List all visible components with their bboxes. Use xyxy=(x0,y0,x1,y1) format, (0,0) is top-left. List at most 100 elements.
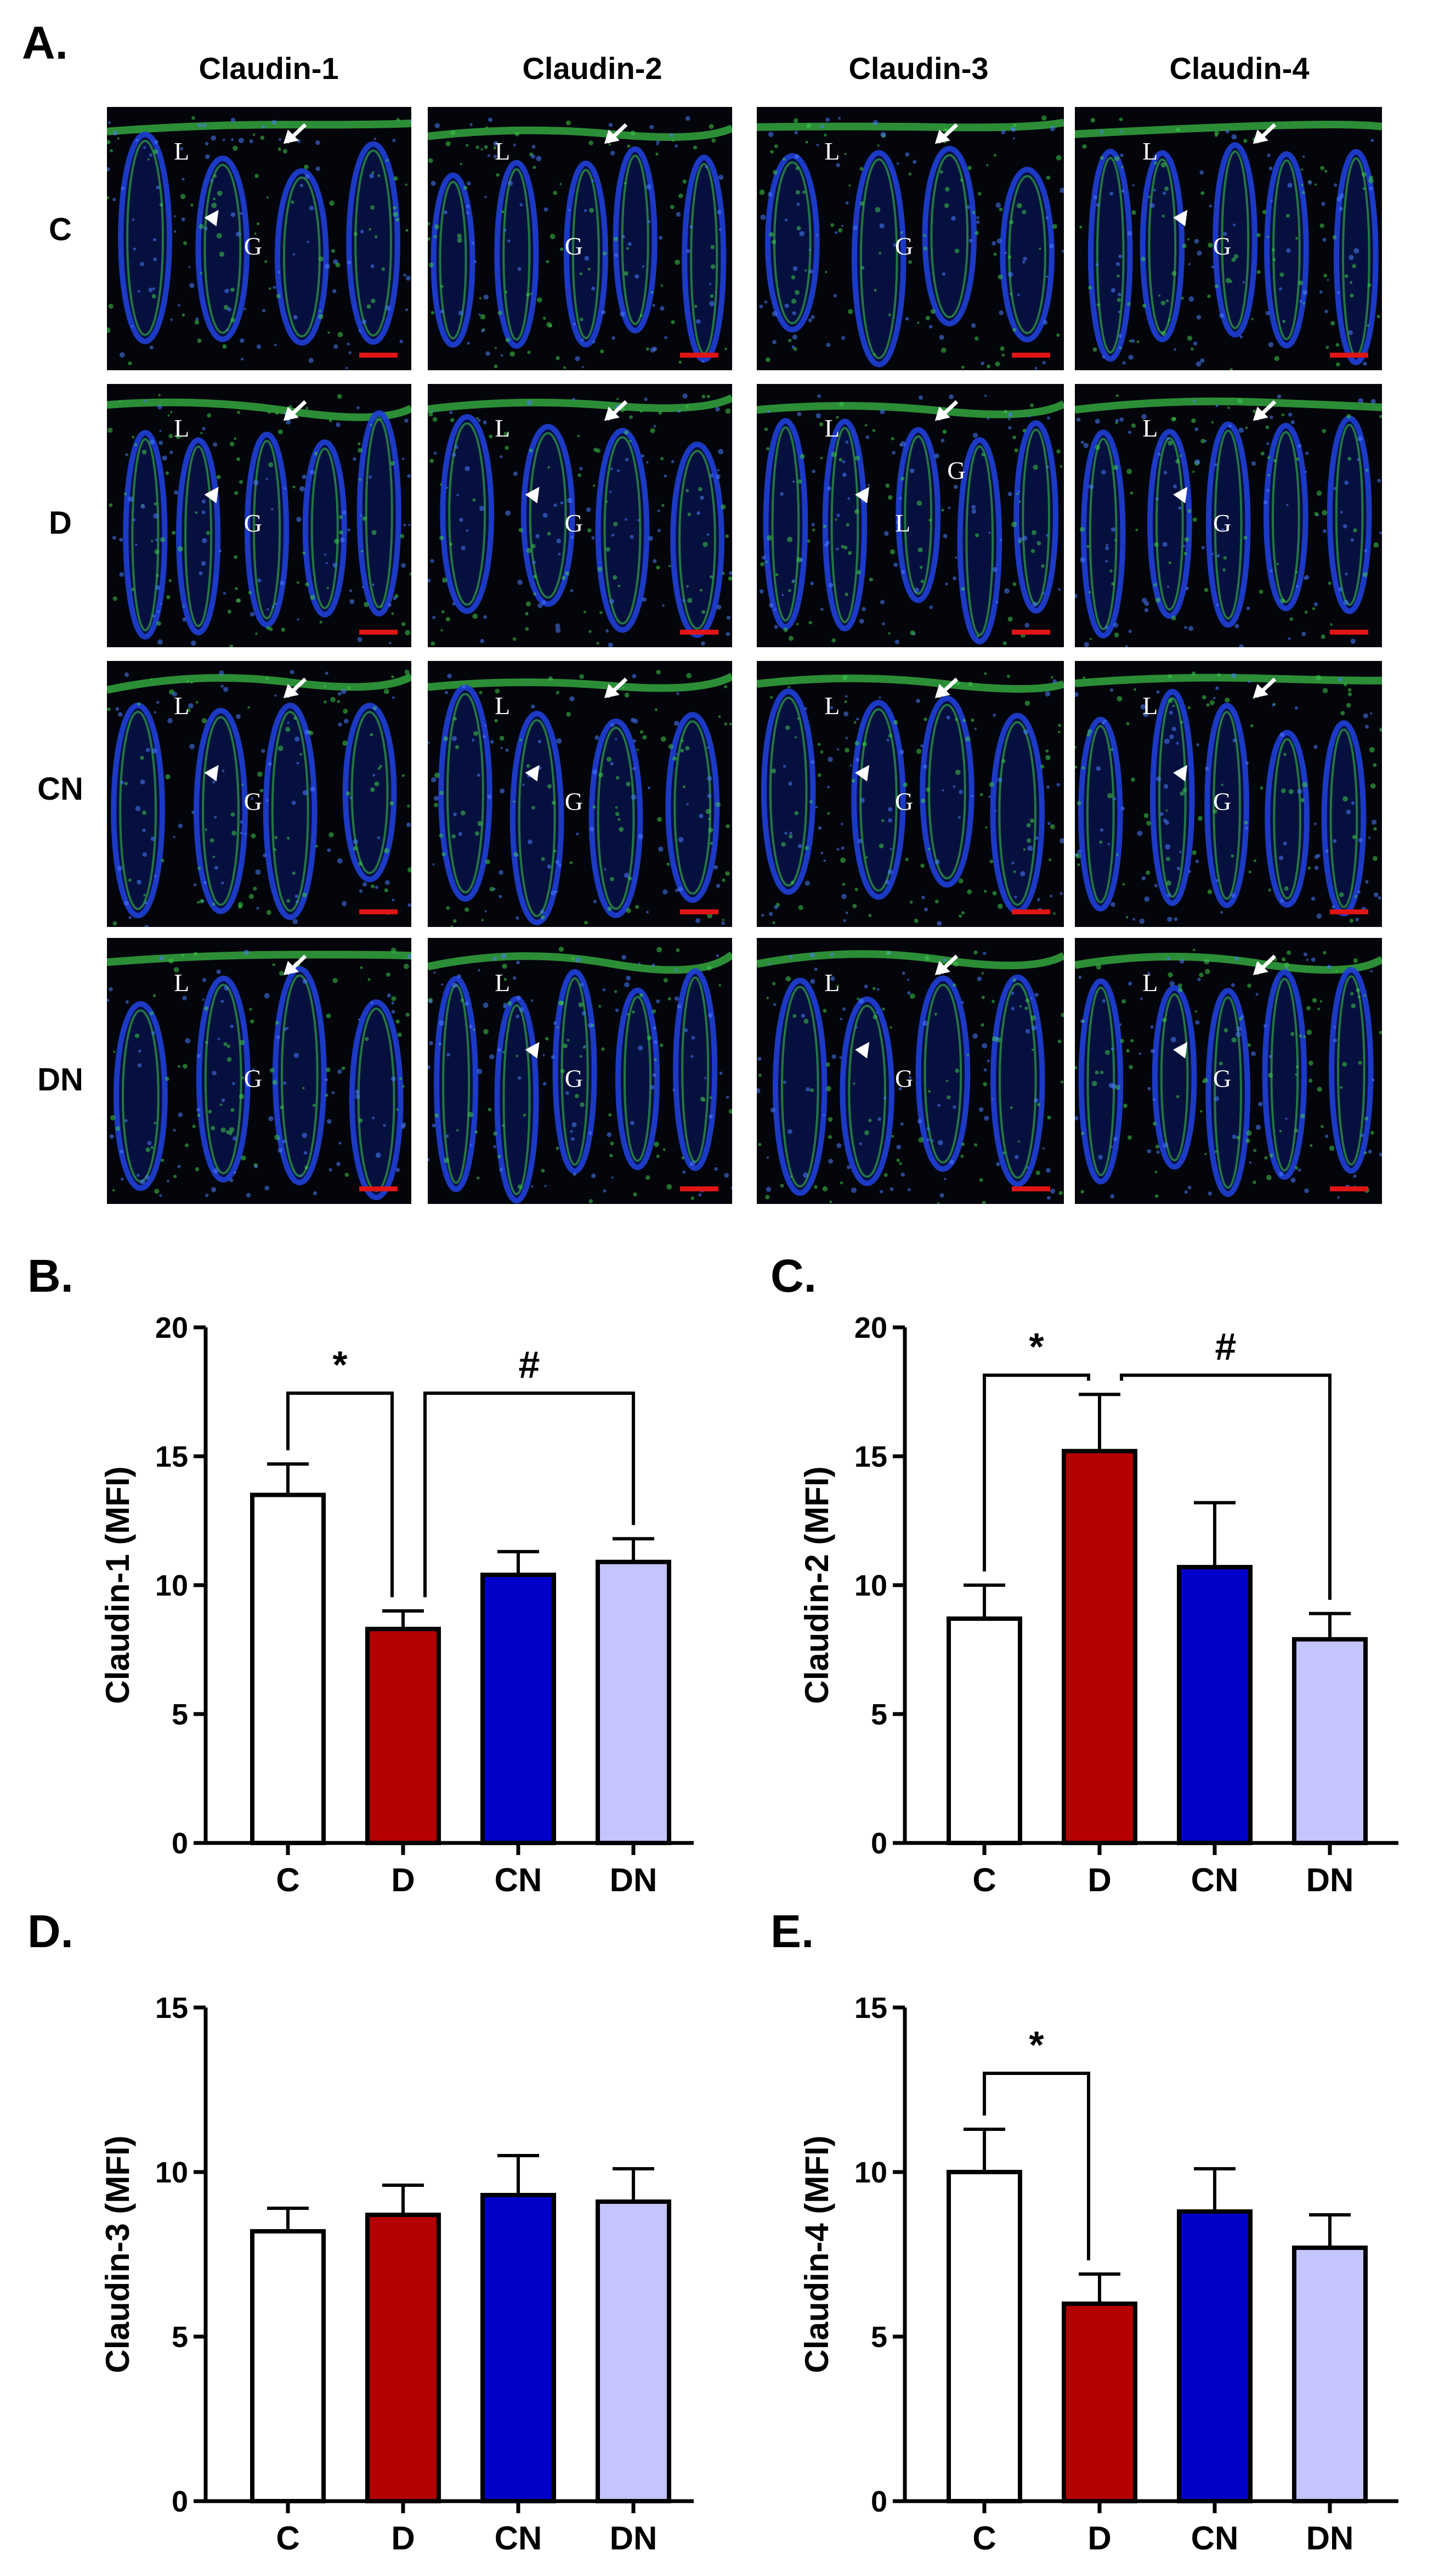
fluorescence-speck xyxy=(1191,418,1196,423)
fluorescence-speck xyxy=(1222,231,1227,236)
fluorescence-speck xyxy=(478,313,481,316)
fluorescence-speck xyxy=(944,203,949,208)
fluorescence-speck xyxy=(1113,797,1117,801)
fluorescence-speck xyxy=(528,839,532,845)
fluorescence-speck xyxy=(587,268,591,271)
fluorescence-speck xyxy=(1335,343,1340,347)
fluorescence-speck xyxy=(1171,615,1176,621)
fluorescence-speck xyxy=(796,202,800,206)
fluorescence-speck xyxy=(891,1135,894,1138)
fluorescence-speck xyxy=(1150,1049,1155,1054)
fluorescence-speck xyxy=(828,1158,834,1164)
fluorescence-speck xyxy=(847,497,850,500)
fluorescence-speck xyxy=(1295,1073,1298,1076)
fluorescence-speck xyxy=(1231,257,1236,262)
fluorescence-speck xyxy=(1323,951,1327,955)
tissue-letter-label: G xyxy=(1213,1065,1231,1093)
fluorescence-speck xyxy=(899,443,903,447)
fluorescence-speck xyxy=(220,999,224,1003)
fluorescence-speck xyxy=(341,901,347,907)
fluorescence-speck xyxy=(254,232,257,235)
fluorescence-speck xyxy=(613,522,618,527)
fluorescence-speck xyxy=(664,474,667,478)
fluorescence-speck xyxy=(601,310,606,315)
fluorescence-speck xyxy=(429,459,434,463)
fluorescence-speck xyxy=(789,954,793,959)
fluorescence-speck xyxy=(1154,884,1158,887)
fluorescence-speck xyxy=(999,207,1003,212)
fluorescence-speck xyxy=(624,873,630,878)
fluorescence-speck xyxy=(1302,302,1305,305)
panel-a-label: A. xyxy=(22,17,68,69)
fluorescence-speck xyxy=(202,977,207,982)
fluorescence-speck xyxy=(494,364,498,369)
fluorescence-speck xyxy=(781,593,784,597)
fluorescence-speck xyxy=(223,592,226,595)
fluorescence-speck xyxy=(1129,1065,1134,1070)
fluorescence-speck xyxy=(324,263,330,269)
fluorescence-speck xyxy=(1056,783,1060,787)
fluorescence-speck xyxy=(1245,426,1248,429)
epithelium-band xyxy=(107,951,411,966)
fluorescence-speck xyxy=(888,313,891,316)
fluorescence-speck xyxy=(1371,819,1377,825)
scale-bar xyxy=(1330,1186,1368,1191)
fluorescence-speck xyxy=(1317,1087,1322,1092)
gland-crypt xyxy=(356,410,401,617)
fluorescence-speck xyxy=(845,748,849,753)
fluorescence-speck xyxy=(526,292,530,297)
fluorescence-speck xyxy=(862,742,868,747)
fluorescence-speck xyxy=(1130,491,1134,495)
fluorescence-speck xyxy=(286,899,291,903)
fluorescence-speck xyxy=(883,531,889,536)
fluorescence-speck xyxy=(862,607,866,612)
epithelium-band xyxy=(757,118,1064,132)
fluorescence-speck xyxy=(914,587,920,593)
fluorescence-speck xyxy=(1100,828,1104,832)
fluorescence-speck xyxy=(271,120,277,125)
fluorescence-speck xyxy=(1121,999,1126,1004)
fluorescence-speck xyxy=(823,1114,825,1117)
fluorescence-speck xyxy=(876,1011,879,1014)
fluorescence-speck xyxy=(591,1023,594,1027)
fluorescence-speck xyxy=(1024,1006,1028,1010)
fluorescence-speck xyxy=(1046,176,1051,180)
fluorescence-speck xyxy=(513,800,515,803)
fluorescence-speck xyxy=(277,147,281,151)
fluorescence-speck xyxy=(246,1192,251,1198)
fluorescence-speck xyxy=(220,685,224,688)
fluorescence-speck xyxy=(1120,130,1123,133)
fluorescence-speck xyxy=(890,549,896,555)
fluorescence-speck xyxy=(1168,319,1170,322)
fluorescence-speck xyxy=(530,999,534,1002)
fluorescence-speck xyxy=(1338,587,1343,592)
fluorescence-speck xyxy=(143,146,146,149)
fluorescence-speck xyxy=(841,336,846,340)
fluorescence-speck xyxy=(1182,788,1187,793)
fluorescence-speck xyxy=(1191,347,1194,351)
tissue-letter-label: L xyxy=(495,137,510,165)
fluorescence-speck xyxy=(985,826,988,829)
fluorescence-speck xyxy=(700,641,705,646)
fluorescence-speck xyxy=(1127,302,1131,306)
fluorescence-speck xyxy=(1334,183,1338,187)
tissue-letter-label: G xyxy=(244,232,262,260)
fluorescence-speck xyxy=(869,578,874,582)
fluorescence-speck xyxy=(190,640,196,646)
fluorescence-speck xyxy=(971,509,977,514)
fluorescence-speck xyxy=(803,1019,809,1024)
fluorescence-speck xyxy=(118,400,121,403)
fluorescence-speck xyxy=(493,1131,497,1136)
fluorescence-speck xyxy=(762,555,766,560)
fluorescence-speck xyxy=(201,561,206,566)
fluorescence-speck xyxy=(856,757,860,762)
fluorescence-speck xyxy=(371,884,375,889)
fluorescence-speck xyxy=(1225,697,1230,703)
fluorescence-speck xyxy=(353,232,358,236)
fluorescence-speck xyxy=(1282,320,1286,323)
fluorescence-speck xyxy=(1105,546,1109,550)
fluorescence-speck xyxy=(905,857,909,862)
fluorescence-speck xyxy=(148,287,153,292)
fluorescence-speck xyxy=(872,429,876,432)
fluorescence-speck xyxy=(249,1008,252,1011)
